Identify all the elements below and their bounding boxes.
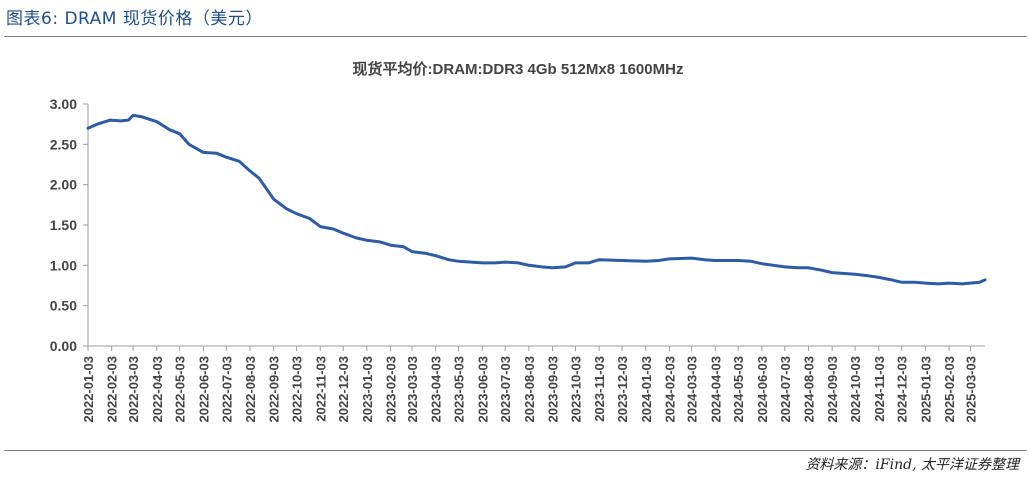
x-tick-label: 2024-10-03 <box>848 356 863 423</box>
x-tick-label: 2023-02-03 <box>384 356 399 423</box>
plot-area <box>86 113 987 286</box>
x-tick-label: 2025-02-03 <box>942 356 957 423</box>
x-axis: 2022-01-03 2022-02-03 2022-03-03 2022-04-03… <box>81 345 985 423</box>
x-tick-label: 2024-01-03 <box>639 356 654 423</box>
x-tick-label: 2024-03-03 <box>685 356 700 423</box>
x-tick-label: 2023-11-03 <box>592 356 607 422</box>
x-tick-label: 2022-10-03 <box>290 356 305 423</box>
x-tick-label: 2024-04-03 <box>708 356 723 423</box>
x-tick-label: 2023-06-03 <box>475 356 490 423</box>
x-tick-label: 2024-02-03 <box>662 356 677 423</box>
x-tick-label: 2023-05-03 <box>452 356 467 423</box>
x-tick-label: 2025-03-03 <box>963 356 978 423</box>
x-tick-label: 2023-01-03 <box>360 356 375 423</box>
x-tick-label: 2022-06-03 <box>196 356 211 423</box>
x-tick-label: 2024-11-03 <box>872 356 887 422</box>
x-tick-label: 2022-07-03 <box>219 356 234 423</box>
x-tick-label: 2022-02-03 <box>105 356 120 423</box>
x-tick-label: 2022-04-03 <box>150 356 165 423</box>
x-tick-label: 2022-08-03 <box>243 356 258 423</box>
x-tick-label: 2023-07-03 <box>498 356 513 423</box>
x-tick-label: 2023-03-03 <box>405 356 420 423</box>
figure-caption: 图表6: DRAM 现货价格（美元） <box>6 9 263 29</box>
top-rule <box>4 36 1027 37</box>
x-tick-label: 2024-08-03 <box>802 356 817 423</box>
series-line <box>86 113 987 286</box>
chart-title: 现货平均价:DRAM:DDR3 4Gb 512Mx8 1600MHz <box>353 60 684 78</box>
y-tick-label: 2.00 <box>50 177 77 193</box>
x-tick-label: 2022-03-03 <box>126 356 141 423</box>
x-tick-label: 2022-01-03 <box>81 356 96 423</box>
x-tick-label: 2023-09-03 <box>546 356 561 423</box>
x-tick-label: 2022-12-03 <box>336 356 351 423</box>
x-tick-label: 2023-10-03 <box>568 356 583 423</box>
x-tick-label: 2024-07-03 <box>778 356 793 423</box>
x-tick-label: 2024-09-03 <box>825 356 840 423</box>
x-tick-label: 2022-05-03 <box>173 356 188 423</box>
x-tick-label: 2022-11-03 <box>313 356 328 422</box>
y-tick-label: 3.00 <box>50 96 77 112</box>
source-note: 资料来源：iFind, 太平洋证券整理 <box>805 457 1019 473</box>
x-tick-label: 2024-05-03 <box>731 356 746 423</box>
line-chart: 现货平均价:DRAM:DDR3 4Gb 512Mx8 1600MHz 0.000… <box>50 60 987 423</box>
x-tick-label: 2024-06-03 <box>755 356 770 423</box>
bottom-rule <box>4 450 1027 451</box>
y-tick-label: 2.50 <box>50 136 77 152</box>
x-tick-label: 2023-08-03 <box>522 356 537 423</box>
y-tick-label: 1.50 <box>50 217 77 233</box>
x-tick-label: 2023-12-03 <box>615 356 630 423</box>
y-axis: 0.00 0.50 1.00 1.50 2.00 2.50 3.00 <box>50 96 89 354</box>
x-tick-label: 2022-09-03 <box>267 356 282 423</box>
y-tick-label: 0.50 <box>50 298 77 314</box>
y-tick-label: 1.00 <box>50 257 77 273</box>
x-tick-label: 2023-04-03 <box>429 356 444 423</box>
x-tick-label: 2025-01-03 <box>918 356 933 423</box>
y-tick-label: 0.00 <box>50 338 77 354</box>
x-tick-label: 2024-12-03 <box>895 356 910 423</box>
